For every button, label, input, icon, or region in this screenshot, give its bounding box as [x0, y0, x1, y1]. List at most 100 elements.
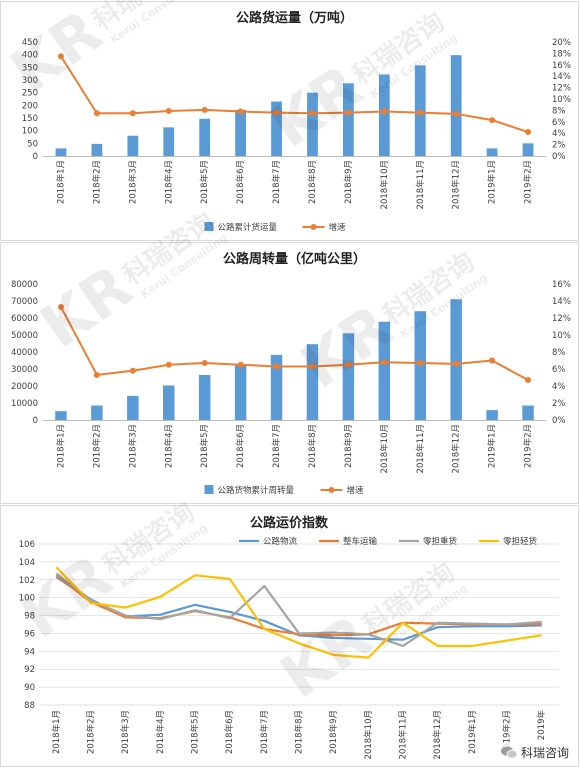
line-point	[201, 106, 208, 113]
bar	[522, 405, 534, 420]
x-axis-tick-label: 2018年4月	[163, 424, 174, 468]
y-axis-tick-label: 96	[24, 629, 35, 639]
right-axis-tick-label: 6%	[552, 118, 566, 128]
left-axis-tick-label: 50000	[11, 331, 38, 341]
y-axis-tick-label: 88	[24, 701, 35, 711]
line-point	[237, 361, 244, 368]
line-point	[93, 110, 100, 117]
line-point	[165, 107, 172, 114]
line-point	[381, 108, 388, 115]
bar	[343, 83, 354, 156]
x-axis-tick-label: 2018年8月	[294, 710, 305, 754]
x-axis-tick-label: 2018年5月	[199, 160, 210, 204]
left-axis-tick-label: 60000	[11, 314, 38, 324]
bar	[234, 364, 247, 420]
right-axis-tick-label: 18%	[552, 49, 571, 59]
right-axis-tick-label: 20%	[552, 38, 571, 48]
x-axis-tick-label: 2019年1月	[487, 424, 498, 468]
legend-label: 公路货物累计周转量	[218, 485, 295, 496]
legend-label: 公路物流	[263, 536, 298, 547]
bar	[306, 344, 319, 420]
line-point	[129, 110, 136, 117]
line-point	[381, 359, 388, 366]
line-point	[345, 109, 352, 116]
x-axis-tick-label: 2018年5月	[199, 424, 210, 468]
bar	[486, 148, 498, 156]
chart-panel-turnover: 公路周转量（亿吨公里） 0 10000 20000 30000 40000 50000 600…	[0, 242, 579, 504]
y-axis-tick-label: 94	[24, 647, 35, 657]
left-axis-tick-label: 0	[33, 416, 38, 426]
line-point	[57, 53, 64, 60]
x-axis-tick-label: 2019年1月	[467, 710, 478, 754]
x-axis-tick-label: 2018年8月	[307, 424, 318, 468]
bar	[378, 74, 390, 156]
bar	[522, 143, 534, 156]
left-axis-tick-label: 450	[22, 38, 38, 48]
bar	[163, 127, 175, 156]
left-axis-tick-label: 100	[22, 127, 38, 137]
y-axis-tick-label: 106	[19, 540, 35, 550]
bar	[450, 55, 462, 156]
chart-freight-volume: 公路货运量（万吨） 0 50 100 150 200 250 300 350 400 450 0%2%…	[22, 10, 571, 233]
x-axis-tick-label: 2018年2月	[91, 424, 102, 468]
line-point	[273, 109, 280, 116]
bar	[378, 321, 391, 420]
bar	[91, 405, 103, 420]
x-axis-tick-label: 2018年3月	[127, 424, 138, 468]
line-point	[489, 357, 496, 364]
x-axis-tick-label: 2019年2月	[523, 160, 534, 204]
right-axis-tick-label: 2%	[552, 141, 566, 151]
x-axis-tick-label: 2018年7月	[259, 710, 270, 754]
chart-panel-freight-volume: 公路货运量（万吨） 0 50 100 150 200 250 300 350 400 450 0% 2%…	[0, 1, 579, 241]
line-point	[417, 109, 424, 116]
line-series	[60, 55, 529, 134]
line-point	[93, 371, 100, 378]
right-axis-tick-label: 16%	[552, 280, 571, 290]
x-axis-tick-label: 2018年7月	[271, 160, 282, 204]
line-point	[165, 361, 172, 368]
x-axis-tick-label: 2018年10月	[363, 710, 374, 759]
x-axis-tick-label: 2018年2月	[91, 160, 102, 204]
legend-label: 增速	[347, 485, 365, 496]
line-point	[453, 360, 460, 367]
chart-price-index: 公路运价指数 88 90 92 94 96 98 100 102 104 106 2018年1月 201…	[19, 515, 559, 759]
x-axis-tick-label: 2018年6月	[235, 160, 246, 204]
source-badge: 科瑞咨询	[497, 743, 572, 762]
right-axis-tick-label: 14%	[552, 297, 571, 307]
x-axis-tick-label: 2018年5月	[190, 710, 201, 754]
x-axis-tick-label: 2018年6月	[235, 424, 246, 468]
y-axis-tick-label: 100	[19, 594, 35, 604]
left-axis-tick-label: 0	[33, 152, 38, 162]
right-axis-tick-label: 4%	[552, 382, 566, 392]
bar	[342, 333, 355, 420]
right-axis-tick-label: 12%	[552, 84, 571, 94]
bar	[163, 385, 175, 420]
bar	[55, 148, 67, 156]
x-axis-tick-label: 2018年3月	[127, 160, 138, 204]
y-axis-tick-label: 92	[24, 665, 35, 675]
left-axis-tick-label: 70000	[11, 297, 38, 307]
bar	[270, 354, 283, 420]
x-axis-tick-label: 2018年1月	[55, 424, 66, 468]
x-axis-tick-label: 2019年2月	[523, 424, 534, 468]
x-axis-tick-label: 2018年7月	[271, 424, 282, 468]
wechat-icon	[500, 746, 518, 759]
left-axis-tick-label: 300	[22, 76, 38, 86]
line-point	[489, 117, 496, 124]
x-axis-tick-label: 2018年10月	[379, 424, 390, 473]
x-axis-tick-label: 2019年2月	[502, 710, 513, 754]
right-axis-tick-label: 14%	[552, 72, 571, 82]
x-axis-tick-label: 2018年1月	[51, 710, 62, 754]
legend-label: 整车运输	[343, 536, 378, 547]
right-axis-tick-label: 8%	[552, 348, 566, 358]
x-axis-tick-label: 2018年2月	[86, 710, 97, 754]
bar	[235, 109, 246, 156]
right-axis-tick-label: 6%	[552, 365, 566, 375]
x-axis-tick-label: 2018年4月	[163, 160, 174, 204]
right-axis-tick-label: 4%	[552, 129, 566, 139]
right-axis-tick-label: 2%	[552, 399, 566, 409]
line-series	[60, 306, 529, 381]
bar	[127, 135, 139, 156]
x-axis-tick-label: 2018年9月	[343, 424, 354, 468]
line-point	[309, 363, 316, 370]
